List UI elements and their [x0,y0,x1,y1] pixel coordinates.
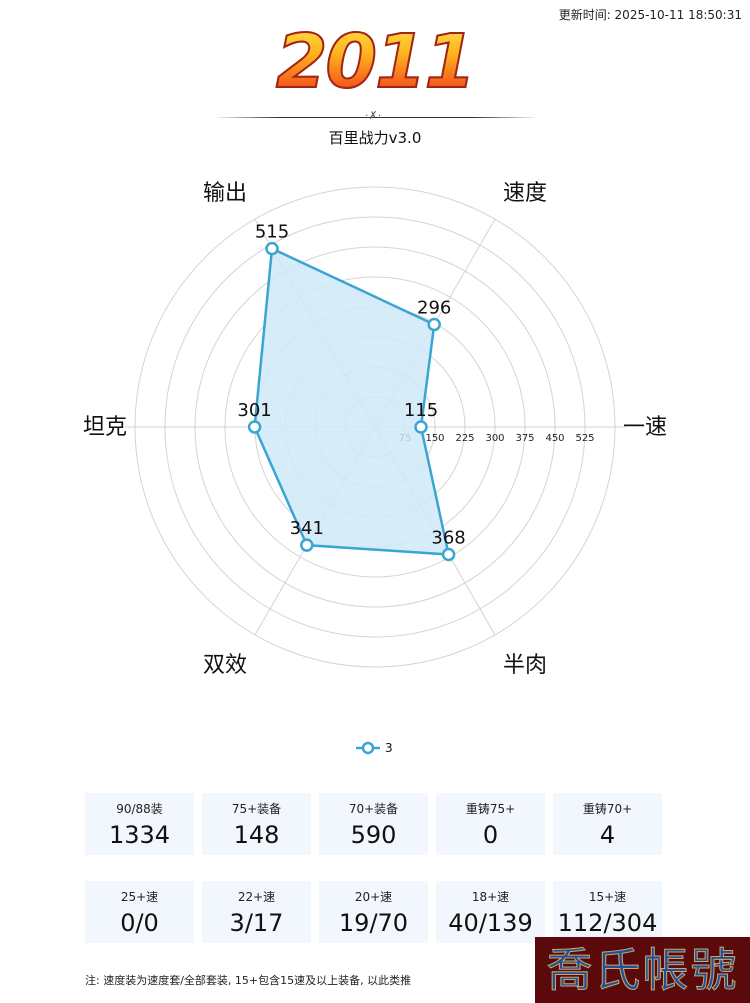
stat-value: 19/70 [338,909,409,937]
stat-value: 0/0 [120,909,159,937]
radar-series: 115 296 515 301 341 368 [237,222,466,562]
stat-value: 1334 [108,821,171,849]
stat-label: 90/88装 [116,802,163,816]
stat-card: 20+速 19/70 [319,881,428,943]
logo: 2011 [0,21,750,103]
stat-value: 0 [482,821,499,849]
data-label: 296 [417,297,451,318]
logo-year: 2011 [0,21,750,103]
stat-value: 148 [233,821,280,849]
data-point[interactable] [247,420,262,434]
stat-label: 18+速 [471,890,510,904]
stat-card: 重铸70+ 4 [553,793,662,855]
tick-label: 375 [515,433,534,444]
watermark: 喬氏帳號 [535,937,750,1003]
data-point[interactable] [414,420,428,434]
data-point[interactable] [441,547,456,562]
stat-value: 40/139 [448,909,533,937]
tick-label: 150 [425,433,444,444]
stat-label: 25+速 [120,890,159,904]
tick-label: 225 [455,433,474,444]
footnote: 注: 速度装为速度套/全部套装, 15+包含15速及以上装备, 以此类推 [85,974,412,987]
stat-value: 590 [350,821,397,849]
stat-card: 75+装备 148 [202,793,311,855]
data-point[interactable] [300,538,314,552]
logo-divider [213,117,539,118]
tick-label: 300 [485,433,504,444]
stat-label: 70+装备 [348,802,399,816]
legend-marker-icon [356,741,380,755]
stat-card: 70+装备 590 [319,793,428,855]
data-point[interactable] [427,317,441,332]
axis-label: 半肉 [503,653,547,678]
legend[interactable]: 3 [355,741,393,755]
axis-label: 速度 [503,181,547,206]
stat-label: 重铸70+ [582,802,633,816]
stat-card: 22+速 3/17 [202,881,311,943]
stat-card: 18+速 40/139 [436,881,545,943]
data-label: 301 [237,400,271,421]
data-label: 515 [255,222,289,243]
stat-card: 90/88装 1334 [85,793,194,855]
tick-label: 525 [575,433,594,444]
data-label: 341 [290,518,324,539]
data-label: 115 [404,400,438,421]
stat-label: 重铸75+ [465,802,516,816]
stat-label: 75+装备 [231,802,282,816]
data-label: 368 [431,527,465,548]
stat-label: 22+速 [237,890,276,904]
stat-card: 25+速 0/0 [85,881,194,943]
ornament-icon: ·✗· [365,109,382,122]
legend-label: 3 [385,741,393,755]
radial-tick-labels: 75150225300375450525 [399,433,595,444]
data-point[interactable] [265,241,279,256]
stat-label: 15+速 [588,890,627,904]
radar-chart: 75150225300375450525 115296515301341368 … [83,181,667,678]
stat-card: 15+速 112/304 [553,881,662,943]
stat-card: 重铸75+ 0 [436,793,545,855]
stat-value: 112/304 [557,909,658,937]
page-subtitle: 百里战力v3.0 [328,129,422,147]
axis-label: 坦克 [83,415,127,440]
tick-label: 450 [545,433,564,444]
update-timestamp: 更新时间: 2025-10-11 18:50:31 [558,8,742,22]
stat-value: 4 [599,821,616,849]
axis-label: 一速 [623,415,667,440]
axis-label: 双效 [203,653,247,678]
axis-label: 输出 [203,181,247,206]
stats-row-equipment: 90/88装 1334 75+装备 148 70+装备 590 重铸75+ 0 重铸70… [85,793,665,855]
stats-row-speed: 25+速 0/0 22+速 3/17 20+速 19/70 18+速 40/139 15… [85,881,665,943]
stat-label: 20+速 [354,890,393,904]
stat-value: 3/17 [229,909,284,937]
